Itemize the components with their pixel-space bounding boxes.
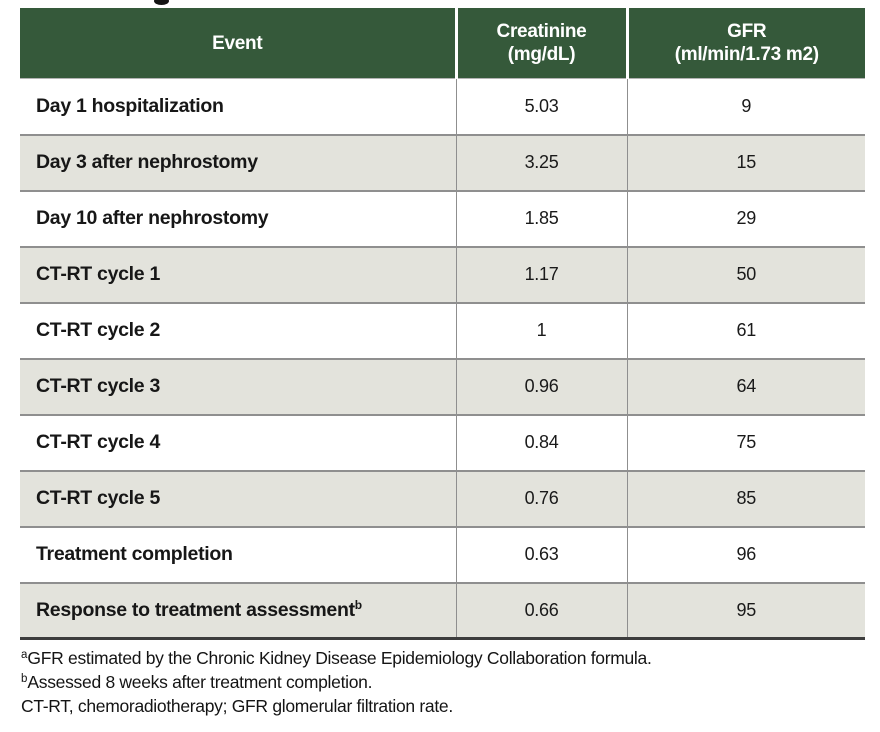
column-header-gfr-line2: (ml/min/1.73 m2) (674, 44, 819, 65)
column-header-creatinine-line2: (mg/dL) (507, 44, 576, 65)
event-cell: CT-RT cycle 5 (36, 487, 160, 509)
table-row: Day 10 after nephrostomy 1.85 29 (20, 190, 865, 247)
table-row: Treatment completion 0.63 96 (20, 526, 865, 583)
creatinine-cell: 0.76 (455, 470, 627, 527)
creatinine-cell: 3.25 (455, 134, 627, 191)
gfr-cell: 61 (626, 302, 865, 359)
table-row: CT-RT cycle 4 0.84 75 (20, 414, 865, 471)
footnote-b-text: Assessed 8 weeks after treatment complet… (27, 672, 373, 692)
creatinine-cell: 0.66 (455, 582, 627, 639)
creatinine-cell: 5.03 (455, 78, 627, 135)
header-row: Event Creatinine (mg/dL) GFR (ml/min/1.7… (20, 8, 865, 79)
gfr-cell: 50 (626, 246, 865, 303)
creatinine-gfr-table: Event Creatinine (mg/dL) GFR (ml/min/1.7… (20, 8, 865, 640)
event-cell: Day 3 after nephrostomy (36, 151, 258, 173)
creatinine-cell: 1.85 (455, 190, 627, 247)
gfr-cell: 95 (626, 582, 865, 639)
cropped-title-text-remnant (154, 0, 169, 5)
footnote-a-text: GFR estimated by the Chronic Kidney Dise… (27, 648, 652, 668)
footnote-b: bAssessed 8 weeks after treatment comple… (21, 670, 861, 694)
table-row: Day 3 after nephrostomy 3.25 15 (20, 134, 865, 191)
event-label: Response to treatment assessment (36, 598, 355, 621)
event-cell: Treatment completion (36, 543, 233, 565)
gfr-cell: 15 (626, 134, 865, 191)
table-row: CT-RT cycle 1 1.17 50 (20, 246, 865, 303)
gfr-cell: 75 (626, 414, 865, 471)
event-cell: CT-RT cycle 3 (36, 375, 160, 397)
column-header-creatinine: Creatinine (mg/dL) (454, 8, 627, 79)
event-cell: CT-RT cycle 2 (36, 319, 160, 341)
column-header-event: Event (20, 8, 456, 79)
creatinine-cell: 0.96 (455, 358, 627, 415)
gfr-cell: 64 (626, 358, 865, 415)
footnote-a-marker: a (21, 649, 28, 661)
footnote-a: aGFR estimated by the Chronic Kidney Dis… (21, 646, 861, 670)
column-header-gfr: GFR (ml/min/1.73 m2) (625, 8, 865, 79)
creatinine-cell: 0.63 (455, 526, 627, 583)
column-header-creatinine-line1: Creatinine (496, 21, 587, 42)
clinical-results-table-container: Event Creatinine (mg/dL) GFR (ml/min/1.7… (20, 8, 865, 640)
column-header-event-label: Event (212, 32, 263, 54)
gfr-cell: 85 (626, 470, 865, 527)
footnote-abbreviations-text: CT-RT, chemoradiotherapy; GFR glomerular… (21, 696, 453, 716)
column-header-gfr-line1: GFR (727, 21, 767, 42)
creatinine-cell: 0.84 (455, 414, 627, 471)
event-cell: Day 10 after nephrostomy (36, 207, 269, 229)
table-body: Day 1 hospitalization 5.03 9 Day 3 after… (20, 78, 865, 639)
footnote-marker-b: b (354, 597, 363, 612)
creatinine-cell: 1 (455, 302, 627, 359)
footnote-b-marker: b (21, 673, 28, 685)
creatinine-cell: 1.17 (455, 246, 627, 303)
table-header: Event Creatinine (mg/dL) GFR (ml/min/1.7… (20, 8, 865, 79)
table-row: Response to treatment assessmentb 0.66 9… (20, 582, 865, 639)
gfr-cell: 29 (626, 190, 865, 247)
event-cell: CT-RT cycle 1 (36, 263, 160, 285)
event-cell: Response to treatment assessmentb (20, 583, 456, 639)
footnote-abbreviations: CT-RT, chemoradiotherapy; GFR glomerular… (21, 694, 861, 718)
table-row: CT-RT cycle 2 1 61 (20, 302, 865, 359)
gfr-cell: 96 (626, 526, 865, 583)
table-row: Day 1 hospitalization 5.03 9 (20, 78, 865, 135)
event-cell: Day 1 hospitalization (36, 94, 224, 117)
gfr-cell: 9 (626, 78, 865, 135)
event-cell: CT-RT cycle 4 (36, 431, 160, 453)
table-footnotes: aGFR estimated by the Chronic Kidney Dis… (21, 646, 861, 718)
table-row: CT-RT cycle 3 0.96 64 (20, 358, 865, 415)
table-row: CT-RT cycle 5 0.76 85 (20, 470, 865, 527)
